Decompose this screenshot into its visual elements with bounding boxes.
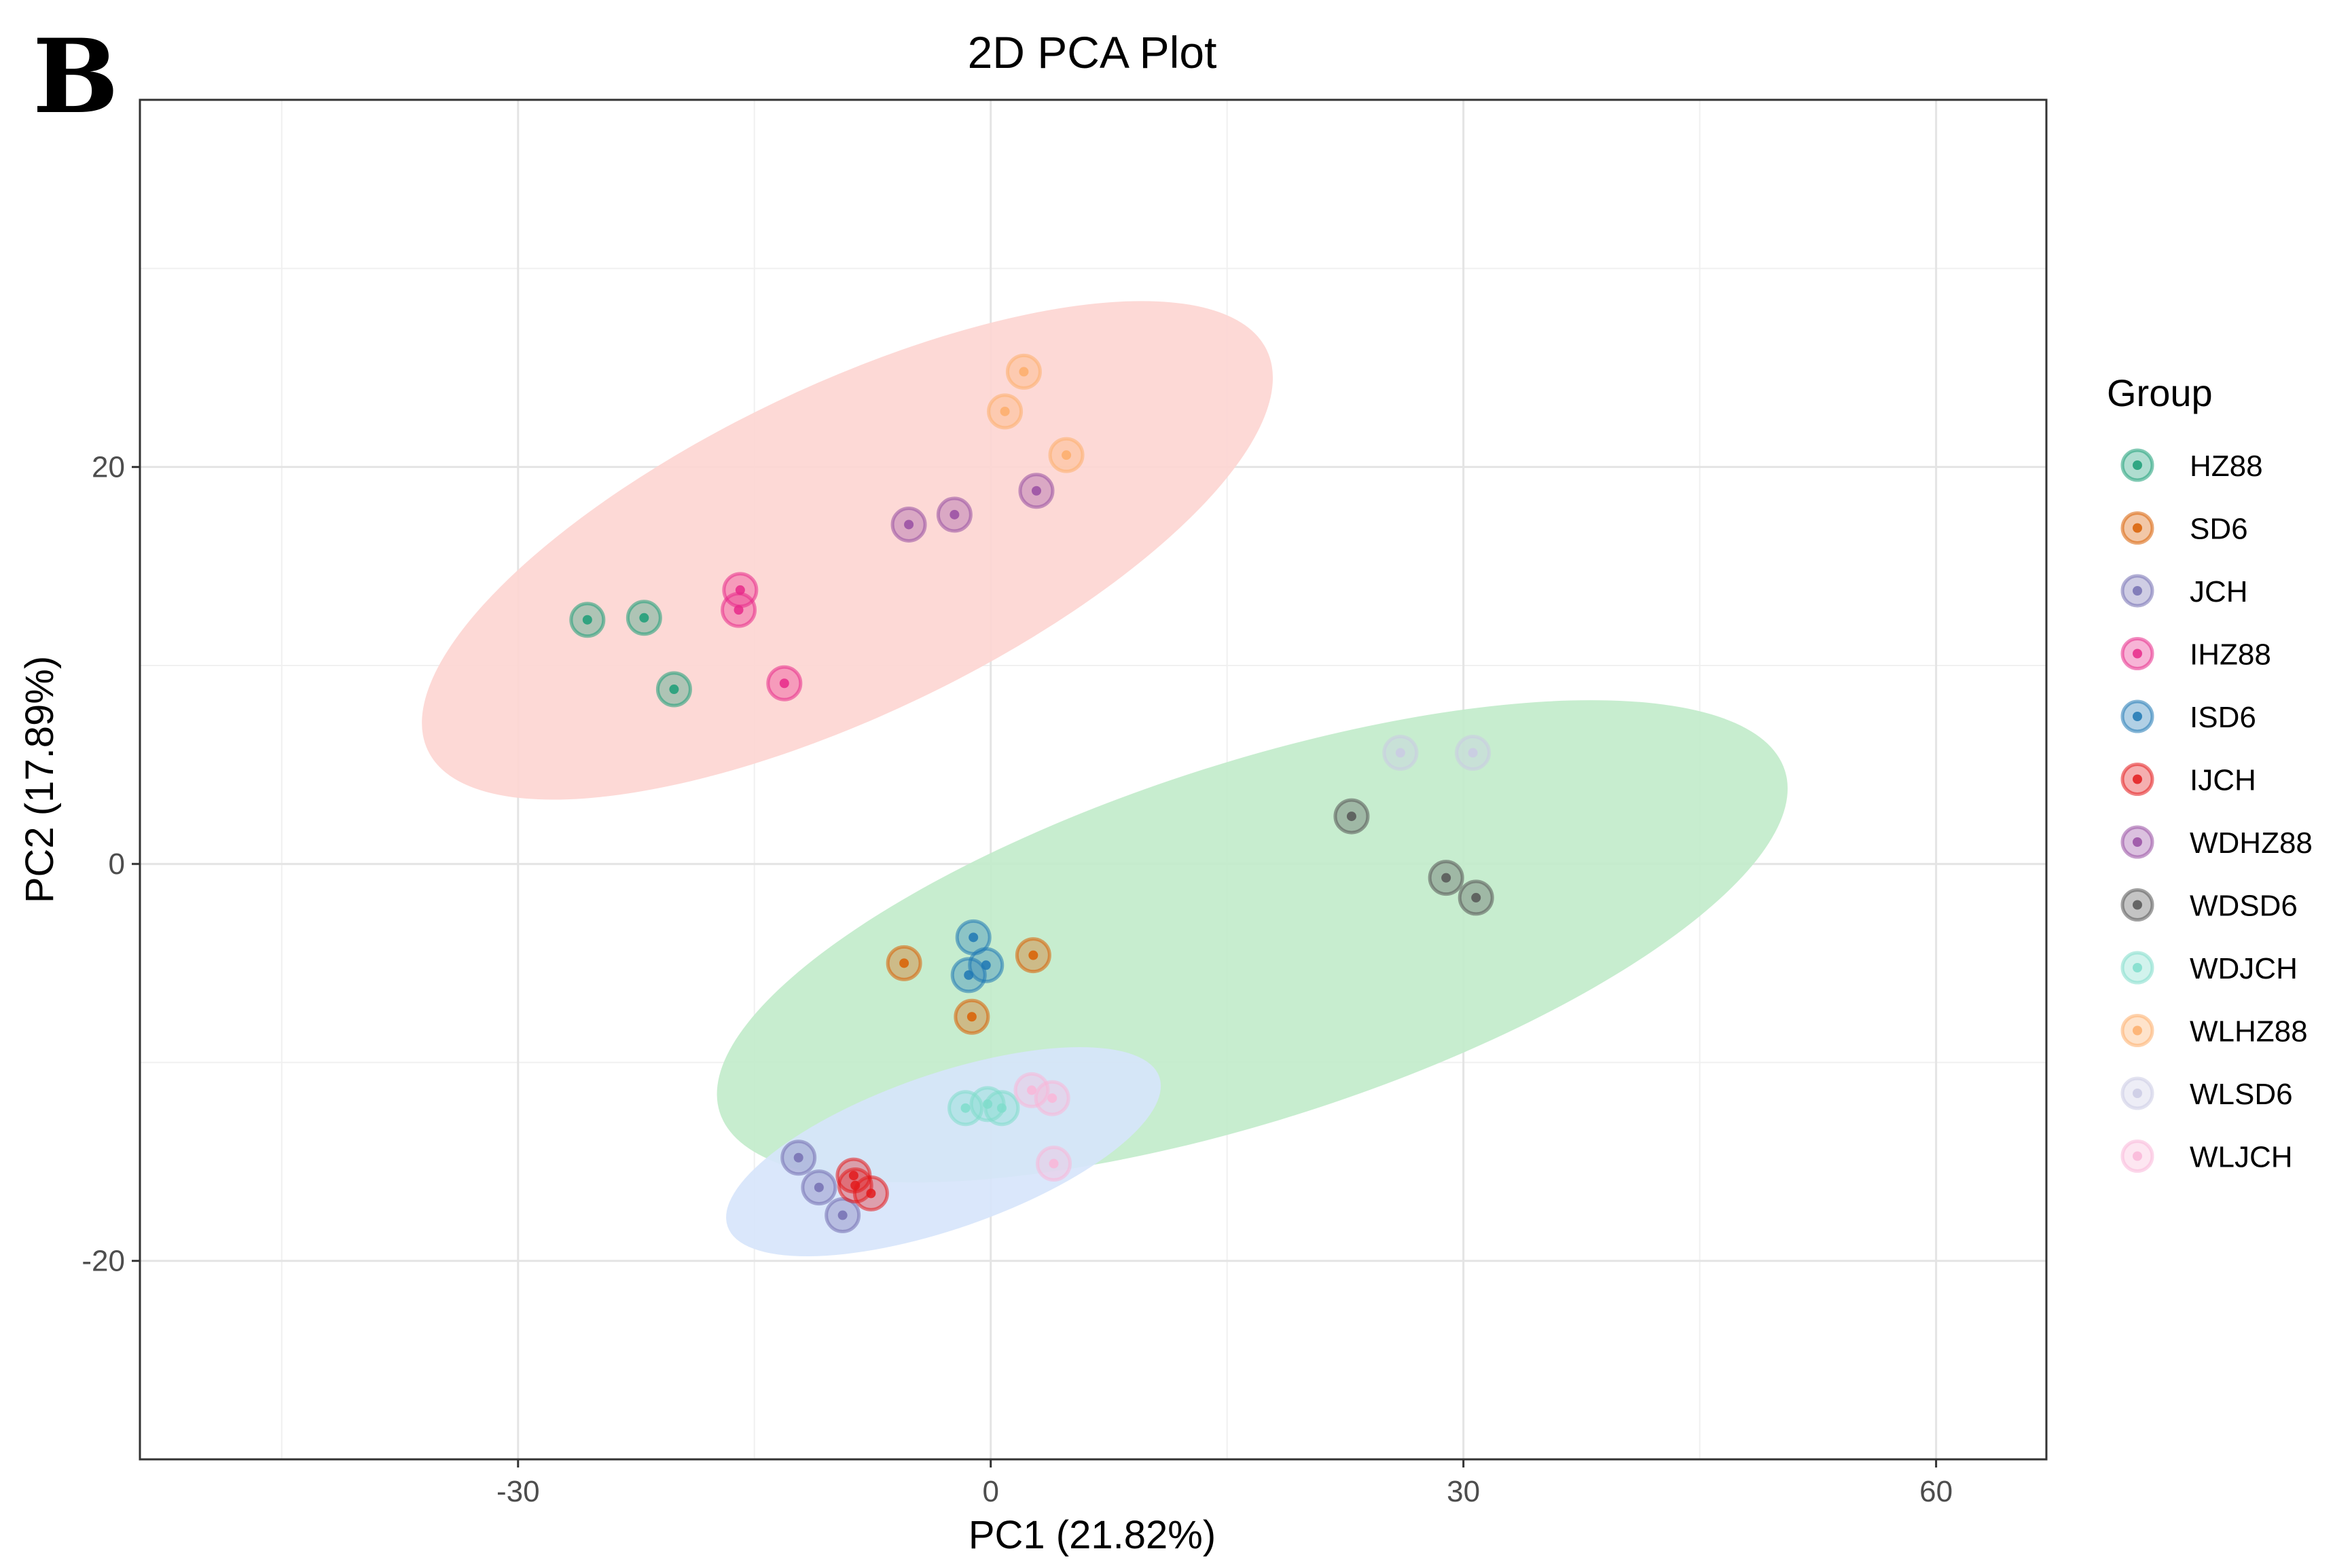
point-wlsd6-center [1468, 748, 1478, 758]
point-hz88-center [582, 615, 592, 625]
legend-label: WDJCH [2190, 952, 2298, 985]
point-jch-center [793, 1152, 803, 1163]
point-hz88-center [639, 613, 649, 623]
x-tick-label: 30 [1447, 1475, 1480, 1508]
point-wljch-center [1047, 1093, 1057, 1104]
legend-key-center [2133, 1089, 2142, 1098]
legend-item-ihz88: IHZ88 [2120, 637, 2271, 672]
legend-key-center [2133, 1151, 2142, 1161]
legend-item-hz88: HZ88 [2120, 448, 2263, 483]
point-wlsd6-center [1395, 748, 1405, 758]
legend-label: WLJCH [2190, 1141, 2293, 1174]
point-isd6-center [964, 970, 974, 980]
point-sd6-center [1028, 950, 1038, 960]
legend-key-center [2133, 586, 2142, 596]
legend-label: ISD6 [2190, 701, 2256, 734]
point-wdjch-center [996, 1103, 1007, 1113]
legend-item-sd6: SD6 [2120, 511, 2248, 546]
legend-key-center [2133, 460, 2142, 470]
y-axis-ticks: -20 0 20 [82, 451, 140, 1278]
point-wljch-center [1049, 1159, 1059, 1169]
legend-item-wlsd6: WLSD6 [2120, 1076, 2293, 1111]
legend-label: HZ88 [2190, 450, 2263, 483]
x-tick-label: 0 [982, 1475, 998, 1508]
legend-item-wdjch: WDJCH [2120, 951, 2298, 985]
point-wlhz88-center [1019, 367, 1029, 377]
panel-label: B [33, 17, 119, 136]
legend-label: WDSD6 [2190, 890, 2298, 923]
legend-key-center [2133, 963, 2142, 972]
legend-item-ijch: IJCH [2120, 763, 2256, 797]
point-ijch-center [866, 1188, 876, 1199]
legend-items: HZ88 SD6 JCH IHZ88 ISD6 IJCH WDHZ88 WDSD6 WDJCH W… [2120, 448, 2313, 1174]
legend-key-center [2133, 649, 2142, 659]
point-wlhz88-center [1000, 406, 1010, 416]
legend-label: SD6 [2190, 513, 2248, 546]
legend-key-center [2133, 1025, 2142, 1036]
x-axis-ticks: -30 0 30 60 [496, 1459, 1953, 1508]
point-jch-center [814, 1182, 824, 1192]
legend-key-center [2133, 900, 2142, 910]
point-wdhz88-center [950, 509, 960, 519]
legend-label: WLSD6 [2190, 1078, 2293, 1111]
point-wdsd6-center [1346, 812, 1356, 822]
legend-key-center [2133, 523, 2142, 533]
x-axis-title: PC1 (21.82%) [969, 1513, 1216, 1557]
y-tick-label: 0 [109, 847, 125, 881]
y-tick-label: -20 [82, 1245, 125, 1278]
y-axis-title: PC2 (17.89%) [18, 656, 62, 903]
legend-key-center [2133, 837, 2142, 847]
legend: Group HZ88 SD6 JCH IHZ88 ISD6 IJCH WDHZ88 WDSD6… [2107, 371, 2313, 1174]
plot-panel [139, 98, 2048, 1461]
legend-key-center [2133, 712, 2142, 721]
x-tick-label: -30 [496, 1475, 540, 1508]
point-isd6-center [969, 932, 979, 943]
point-wdhz88-center [1031, 486, 1041, 496]
legend-item-jch: JCH [2120, 574, 2248, 608]
legend-label: WDHZ88 [2190, 826, 2313, 860]
plot-border [139, 98, 2048, 1461]
ellipse-1 [422, 301, 1273, 800]
point-wdhz88-center [904, 519, 914, 530]
legend-item-wdsd6: WDSD6 [2120, 888, 2298, 923]
point-hz88-center [669, 685, 679, 695]
data-points [569, 353, 1494, 1234]
x-tick-label: 60 [1919, 1475, 1953, 1508]
legend-item-wljch: WLJCH [2120, 1139, 2293, 1174]
legend-item-isd6: ISD6 [2120, 699, 2256, 734]
legend-item-wdhz88: WDHZ88 [2120, 825, 2313, 860]
legend-title: Group [2107, 371, 2213, 414]
point-wljch-center [1027, 1085, 1037, 1095]
legend-key-center [2133, 774, 2142, 784]
point-sd6-center [899, 958, 909, 968]
point-wdsd6-center [1441, 873, 1451, 883]
y-tick-label: 20 [92, 451, 125, 484]
point-ihz88-center [779, 678, 789, 689]
point-wdsd6-center [1471, 892, 1481, 902]
point-ihz88-center [734, 605, 744, 615]
legend-label: WLHZ88 [2190, 1015, 2308, 1049]
legend-label: IHZ88 [2190, 638, 2271, 672]
point-sd6-center [966, 1012, 977, 1022]
legend-label: JCH [2190, 575, 2248, 608]
point-ijch-center [848, 1171, 858, 1181]
legend-item-wlhz88: WLHZ88 [2120, 1014, 2308, 1049]
legend-label: IJCH [2190, 764, 2256, 797]
chart-title: 2D PCA Plot [968, 27, 1217, 77]
point-wdjch-center [960, 1103, 971, 1113]
point-wlhz88-center [1062, 450, 1072, 460]
point-jch-center [837, 1210, 848, 1220]
